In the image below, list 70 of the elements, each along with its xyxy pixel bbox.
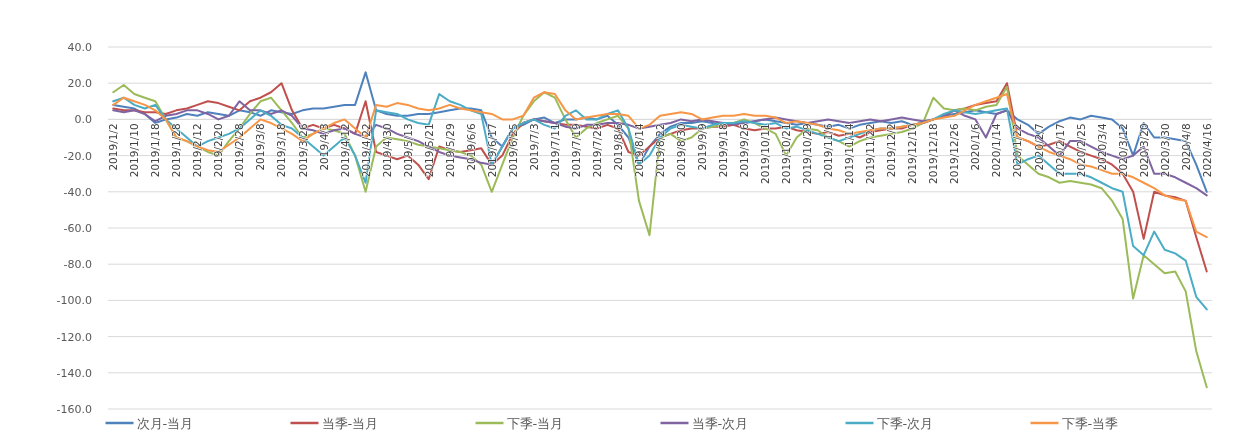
x-tick-label: 2019/5/29 xyxy=(443,123,456,178)
y-tick-label: -140.0 xyxy=(56,366,92,380)
x-tick-label: 2019/2/28 xyxy=(233,123,246,178)
x-tick-label: 2019/6/6 xyxy=(464,123,477,171)
x-tick-label: 2019/1/2 xyxy=(107,123,120,171)
x-tick-label: 2020/1/14 xyxy=(990,123,1003,178)
x-tick-label: 2019/8/22 xyxy=(654,123,666,178)
legend-label: 当季-次月 xyxy=(691,416,749,431)
x-tick-label: 2019/1/28 xyxy=(170,123,183,178)
x-tick-label: 2019/9/18 xyxy=(717,123,730,178)
x-tick-label: 2019/10/21 xyxy=(780,123,793,184)
y-tick-label: 40.0 xyxy=(67,41,92,54)
x-tick-label: 2020/2/7 xyxy=(1032,123,1045,171)
x-tick-label: 2019/7/11 xyxy=(548,123,561,178)
y-tick-label: -40.0 xyxy=(63,185,92,199)
x-tick-label: 2019/3/18 xyxy=(275,123,288,178)
x-tick-label: 2019/11/22 xyxy=(864,123,877,184)
legend-label: 当季-当月 xyxy=(321,416,379,431)
x-tick-label: 2019/10/11 xyxy=(759,123,772,184)
x-tick-label: 2019/1/10 xyxy=(128,123,141,178)
x-tick-label: 2020/3/4 xyxy=(1095,123,1108,171)
x-tick-label: 2020/4/8 xyxy=(1179,123,1192,171)
x-tick-label: 2020/2/17 xyxy=(1053,123,1066,178)
x-tick-label: 2019/2/12 xyxy=(191,123,204,178)
x-tick-label: 2019/3/26 xyxy=(296,123,309,178)
x-tick-label: 2019/4/22 xyxy=(359,123,372,178)
y-tick-label: -80.0 xyxy=(63,258,92,272)
legend-label: 次月-当月 xyxy=(136,416,194,431)
x-tick-label: 2019/9/26 xyxy=(738,123,751,178)
y-tick-label: -160.0 xyxy=(56,403,92,416)
x-tick-label: 2019/6/25 xyxy=(506,123,519,178)
x-tick-label: 2019/10/29 xyxy=(801,123,814,184)
x-tick-label: 2019/8/6 xyxy=(611,123,624,171)
x-tick-label: 2019/12/10 xyxy=(906,123,919,184)
x-tick-label: 2020/1/22 xyxy=(1011,123,1024,178)
x-tick-label: 2019/6/17 xyxy=(485,123,498,178)
y-tick-label: 0.0 xyxy=(74,113,92,127)
x-tick-label: 2020/3/30 xyxy=(1158,123,1171,178)
x-tick-label: 2019/7/29 xyxy=(590,123,603,178)
x-tick-label: 2019/8/14 xyxy=(632,123,645,178)
y-tick-label: -100.0 xyxy=(56,294,92,308)
legend-label: 下季-当月 xyxy=(506,416,564,431)
x-tick-label: 2019/7/19 xyxy=(569,123,582,178)
x-tick-label: 2019/2/20 xyxy=(212,123,225,178)
x-tick-label: 2019/5/21 xyxy=(422,123,435,178)
x-tick-label: 2019/5/13 xyxy=(401,123,414,178)
x-tick-label: 2019/7/3 xyxy=(527,123,540,171)
x-tick-label: 2020/2/25 xyxy=(1074,123,1087,178)
x-tick-label: 2019/4/30 xyxy=(380,123,393,178)
x-tick-label: 2020/1/6 xyxy=(969,123,982,171)
x-tick-label: 2019/11/6 xyxy=(822,123,835,178)
x-tick-label: 2019/12/18 xyxy=(927,123,940,184)
x-tick-label: 2019/8/30 xyxy=(675,123,688,178)
x-tick-label: 2019/12/2 xyxy=(885,123,898,178)
y-tick-label: -120.0 xyxy=(56,330,92,344)
x-tick-label: 2019/1/18 xyxy=(149,123,162,178)
y-tick-label: -60.0 xyxy=(63,222,92,235)
x-tick-label: 2020/3/20 xyxy=(1137,123,1150,178)
x-tick-label: 2019/9/9 xyxy=(696,123,709,171)
y-tick-label: -20.0 xyxy=(63,149,92,163)
x-tick-label: 2020/3/12 xyxy=(1116,123,1129,178)
x-tick-label: 2019/11/14 xyxy=(843,123,856,184)
x-tick-label: 2019/4/12 xyxy=(338,123,351,178)
x-tick-label: 2019/12/26 xyxy=(948,123,961,184)
legend-label: 下季-当季 xyxy=(1061,416,1119,431)
x-tick-label: 2020/4/16 xyxy=(1200,123,1213,178)
x-tick-label: 2019/4/3 xyxy=(317,123,330,171)
legend-label: 下季-次月 xyxy=(876,416,934,431)
y-tick-label: 20.0 xyxy=(67,77,92,91)
x-tick-label: 2019/3/8 xyxy=(254,123,267,171)
